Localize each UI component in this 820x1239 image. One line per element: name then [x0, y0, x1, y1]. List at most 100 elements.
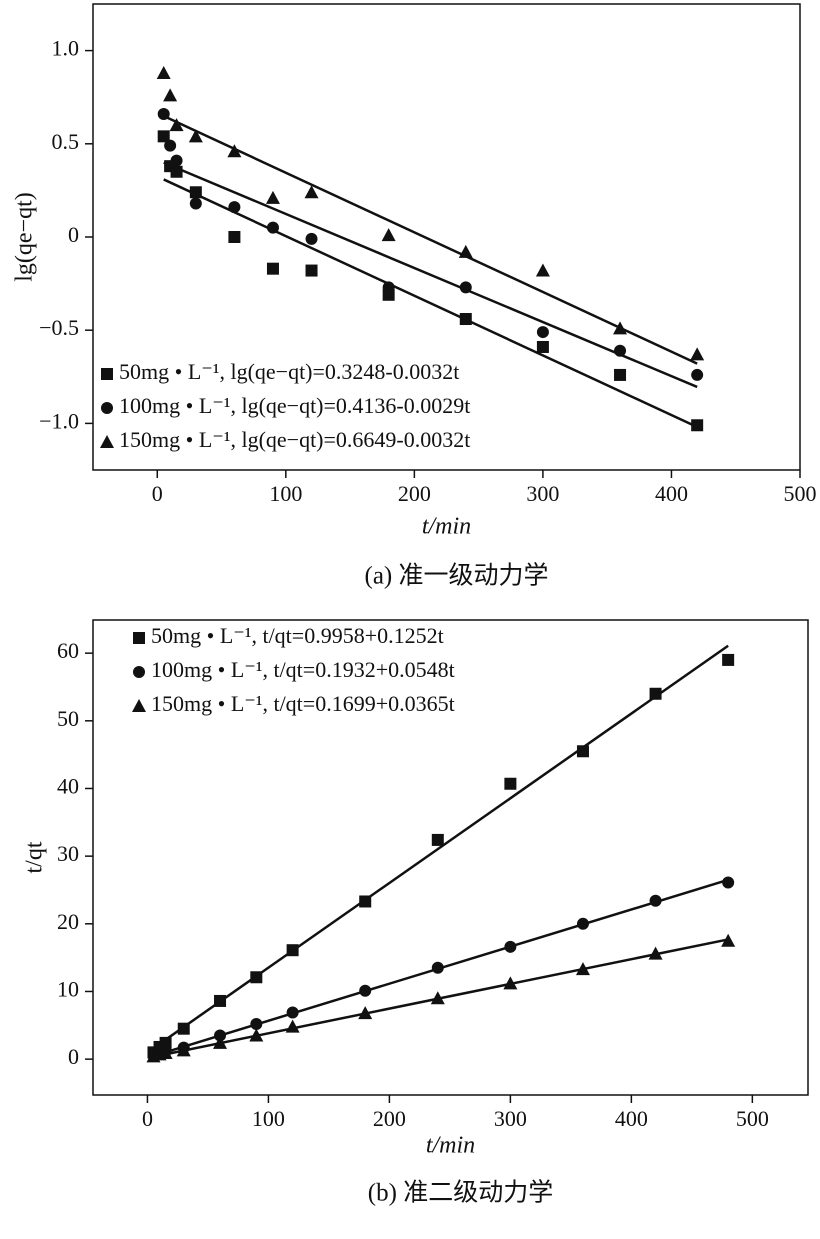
marker — [189, 197, 202, 210]
marker — [576, 917, 589, 930]
x-tick-label: 0 — [152, 481, 163, 506]
marker — [648, 946, 663, 960]
marker — [358, 1006, 373, 1020]
legend-label: 50mg • L⁻¹, lg(qe−qt)=0.3248-0.0032t — [119, 359, 459, 384]
marker — [359, 895, 372, 908]
marker — [250, 1017, 263, 1030]
marker — [381, 228, 396, 242]
y-tick-label: 0 — [68, 1044, 79, 1069]
marker — [459, 281, 472, 294]
marker — [286, 944, 299, 957]
marker — [691, 368, 704, 381]
x-tick-label: 100 — [252, 1106, 285, 1131]
x-tick-label: 0 — [142, 1106, 153, 1131]
x-axis-label: t/min — [426, 1133, 475, 1159]
marker — [265, 190, 280, 204]
legend-label: 50mg • L⁻¹, t/qt=0.9958+0.1252t — [151, 623, 444, 648]
y-tick-label: −1.0 — [39, 408, 79, 433]
legend-marker — [133, 632, 145, 644]
fit-line — [152, 644, 729, 1050]
marker — [169, 118, 184, 132]
marker — [614, 368, 627, 381]
marker — [266, 221, 279, 234]
marker — [430, 991, 445, 1005]
marker — [504, 777, 517, 790]
y-tick-label: 30 — [57, 841, 79, 866]
fit-line — [163, 178, 698, 429]
marker — [431, 833, 444, 846]
x-tick-label: 300 — [494, 1106, 527, 1131]
marker — [188, 129, 203, 143]
marker — [305, 264, 318, 277]
legend-marker — [101, 368, 113, 380]
y-tick-label: −0.5 — [39, 315, 79, 340]
marker — [156, 65, 171, 79]
marker — [304, 185, 319, 199]
marker — [649, 687, 662, 700]
marker — [535, 263, 550, 277]
marker — [614, 344, 627, 357]
legend-label: 150mg • L⁻¹, t/qt=0.1699+0.0365t — [151, 691, 455, 716]
marker — [163, 88, 178, 102]
marker — [176, 1043, 191, 1057]
y-tick-label: 50 — [57, 706, 79, 731]
marker — [359, 984, 372, 997]
marker — [228, 201, 241, 214]
marker — [459, 313, 472, 326]
legend-label: 150mg • L⁻¹, lg(qe−qt)=0.6649-0.0032t — [119, 427, 470, 452]
marker — [164, 139, 177, 152]
marker — [649, 894, 662, 907]
marker — [721, 933, 736, 947]
marker — [722, 653, 735, 666]
marker — [690, 347, 705, 361]
marker — [613, 321, 628, 335]
marker — [576, 745, 589, 758]
y-tick-label: 0 — [68, 222, 79, 247]
x-tick-label: 400 — [655, 481, 688, 506]
y-tick-label: 0.5 — [52, 129, 80, 154]
marker — [266, 262, 279, 275]
legend-marker — [101, 402, 113, 414]
legend-label: 100mg • L⁻¹, t/qt=0.1932+0.0548t — [151, 657, 455, 682]
marker — [305, 232, 318, 245]
y-tick-label: 10 — [57, 977, 79, 1002]
x-tick-label: 100 — [269, 481, 302, 506]
marker — [213, 1035, 228, 1049]
x-tick-label: 400 — [615, 1106, 648, 1131]
marker — [157, 130, 170, 143]
x-tick-label: 500 — [784, 481, 817, 506]
caption: (b) 准二级动力学 — [368, 1179, 553, 1207]
marker — [458, 244, 473, 258]
legend-marker — [132, 699, 146, 712]
marker — [504, 940, 517, 953]
marker — [189, 186, 202, 199]
marker — [158, 1046, 173, 1060]
y-axis-label: t/qt — [22, 841, 48, 873]
marker — [691, 419, 704, 432]
marker — [214, 994, 227, 1007]
marker — [382, 281, 395, 294]
fit-line — [163, 114, 698, 365]
legend-label: 100mg • L⁻¹, lg(qe−qt)=0.4136-0.0029t — [119, 393, 470, 418]
marker — [170, 154, 183, 167]
legend-marker — [133, 666, 145, 678]
marker — [214, 1029, 227, 1042]
plot-frame — [92, 619, 809, 1096]
y-tick-label: 60 — [57, 638, 79, 663]
x-tick-label: 200 — [373, 1106, 406, 1131]
y-tick-label: 40 — [57, 774, 79, 799]
legend-marker — [100, 435, 114, 448]
marker — [177, 1022, 190, 1035]
x-tick-label: 300 — [526, 481, 559, 506]
marker — [575, 962, 590, 976]
x-axis-label: t/min — [422, 514, 471, 540]
marker — [249, 1028, 264, 1042]
marker — [228, 231, 241, 243]
y-axis-label: lg(qe−qt) — [12, 192, 38, 282]
marker — [536, 340, 549, 353]
y-tick-label: 1.0 — [52, 36, 80, 61]
marker — [286, 1006, 299, 1019]
marker — [431, 961, 444, 974]
marker — [227, 144, 242, 158]
